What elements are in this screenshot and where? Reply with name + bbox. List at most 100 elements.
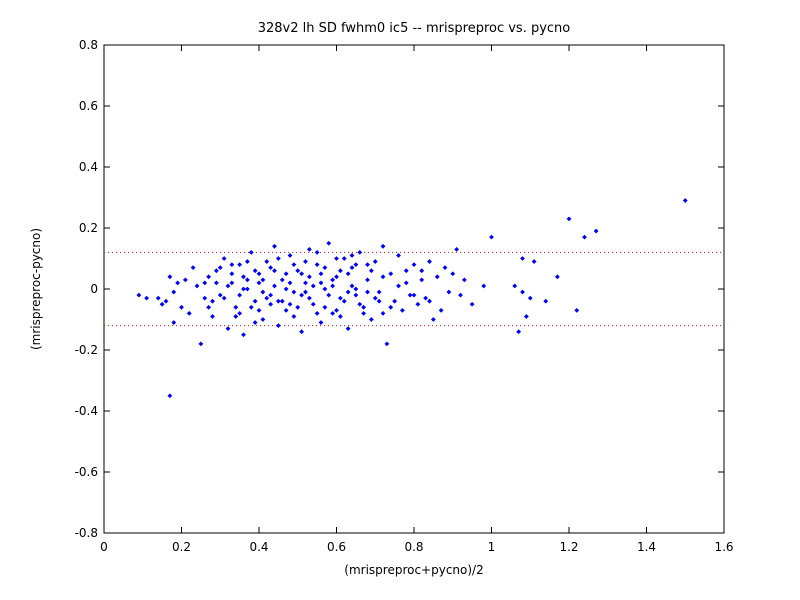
data-point xyxy=(454,246,460,252)
data-point xyxy=(291,262,297,267)
data-point xyxy=(306,295,312,301)
x-tick-label: 1.4 xyxy=(637,540,656,554)
x-tick-label: 0 xyxy=(100,540,108,554)
data-point xyxy=(419,268,425,274)
data-point xyxy=(244,259,250,264)
data-point xyxy=(237,311,243,316)
data-point xyxy=(593,228,599,234)
data-point xyxy=(403,280,409,286)
data-point xyxy=(376,289,382,295)
data-point xyxy=(403,268,409,274)
data-point xyxy=(489,234,494,240)
data-point xyxy=(337,295,343,301)
y-tick-label: -0.4 xyxy=(75,404,98,418)
data-point xyxy=(233,314,239,319)
data-point xyxy=(446,289,452,295)
data-point xyxy=(341,256,347,261)
data-point xyxy=(260,289,266,295)
data-point xyxy=(399,307,405,313)
y-axis-ticks: -0.8 -0.6 -0.4 -0.2 0 0.2 0.4 0.6 0.8 xyxy=(75,38,724,540)
x-tick-label: 0.8 xyxy=(404,540,423,554)
data-point xyxy=(237,292,243,298)
data-point xyxy=(345,289,351,295)
x-axis-label: (mrispreproc+pycno)/2 xyxy=(344,563,483,577)
data-point xyxy=(318,271,324,277)
data-point xyxy=(365,262,370,267)
data-point xyxy=(334,274,339,280)
data-point xyxy=(202,280,208,286)
data-point xyxy=(368,317,374,322)
data-point xyxy=(349,265,355,271)
data-point xyxy=(349,253,355,258)
y-tick-label: 0.4 xyxy=(79,160,98,174)
data-point xyxy=(407,292,413,298)
data-point xyxy=(287,301,293,307)
data-point xyxy=(330,277,336,283)
data-point xyxy=(349,283,355,289)
data-point xyxy=(225,283,231,289)
data-point xyxy=(179,304,184,310)
scatter-points xyxy=(136,198,688,399)
data-point xyxy=(291,289,297,295)
data-point xyxy=(237,262,243,267)
data-point xyxy=(241,274,246,280)
data-point xyxy=(380,243,386,249)
y-tick-label: 0 xyxy=(90,282,98,296)
data-point xyxy=(330,311,336,316)
data-point xyxy=(469,301,475,307)
data-point xyxy=(314,262,320,267)
data-point xyxy=(225,326,231,332)
data-point xyxy=(252,268,258,274)
data-point xyxy=(275,298,281,304)
data-point xyxy=(163,298,169,304)
data-point xyxy=(213,268,219,274)
data-point xyxy=(217,292,223,298)
data-point xyxy=(264,295,270,301)
data-point xyxy=(458,292,463,298)
data-point xyxy=(252,298,258,304)
data-point xyxy=(345,271,351,277)
data-point xyxy=(310,283,316,289)
data-point xyxy=(260,277,266,283)
data-point xyxy=(210,298,215,304)
reference-lines xyxy=(104,251,724,327)
data-point xyxy=(299,271,305,277)
data-point xyxy=(272,283,277,289)
data-point xyxy=(322,265,328,271)
data-point xyxy=(303,259,308,264)
data-point xyxy=(306,274,312,280)
data-point xyxy=(256,280,262,286)
data-point xyxy=(345,326,351,332)
data-point xyxy=(283,307,289,313)
data-point xyxy=(279,298,285,304)
data-point xyxy=(411,262,417,267)
data-point xyxy=(303,280,308,286)
data-point xyxy=(372,259,378,264)
data-point xyxy=(241,286,246,292)
data-point xyxy=(334,256,339,261)
data-point xyxy=(388,304,394,310)
x-tick-label: 1.2 xyxy=(559,540,578,554)
data-point xyxy=(481,283,487,289)
data-point xyxy=(287,280,293,286)
data-point xyxy=(353,292,359,298)
data-point xyxy=(384,341,390,347)
data-point xyxy=(411,292,417,298)
data-point xyxy=(295,268,301,274)
data-point xyxy=(566,216,572,222)
data-point xyxy=(531,259,537,264)
data-point xyxy=(229,262,235,267)
data-point xyxy=(527,295,533,301)
y-tick-label: 0.6 xyxy=(79,99,98,113)
data-point xyxy=(291,314,297,319)
data-point xyxy=(272,243,277,249)
data-point xyxy=(438,307,444,313)
data-point xyxy=(144,295,150,301)
data-point xyxy=(357,250,363,255)
y-tick-label: -0.6 xyxy=(75,465,98,479)
data-point xyxy=(376,298,382,304)
data-point xyxy=(283,271,289,277)
data-point xyxy=(330,283,336,289)
data-point xyxy=(326,240,332,246)
